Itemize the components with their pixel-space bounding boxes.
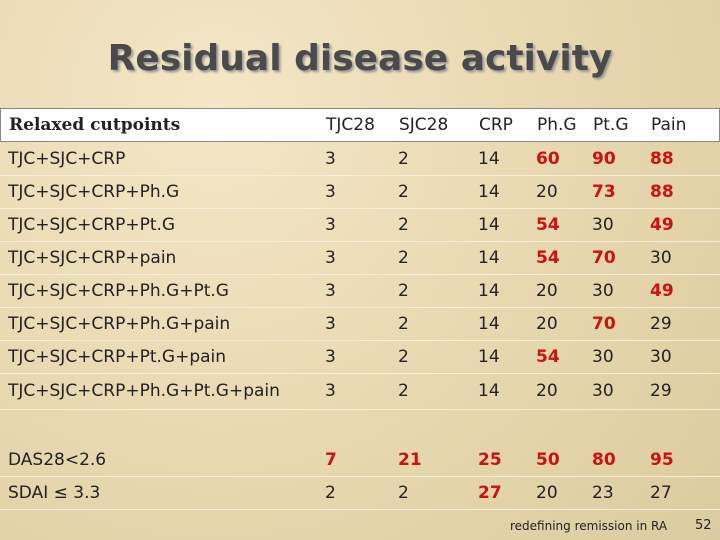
table-cell: 80 bbox=[592, 449, 616, 470]
table-cell: 7 bbox=[325, 449, 337, 470]
header-cell: TJC28 bbox=[326, 115, 375, 135]
table-cell: 3 bbox=[325, 346, 336, 367]
table-row: TJC+SJC+CRP+Ph.G+Pt.G 3 2 14 20 30 49 bbox=[0, 274, 720, 308]
table-cell: 3 bbox=[325, 381, 336, 401]
table-cell: 3 bbox=[325, 247, 336, 268]
table-row: TJC+SJC+CRP+Pt.G 3 2 14 54 30 49 bbox=[0, 208, 720, 242]
table-cell: 14 bbox=[478, 280, 500, 301]
table-cell: 30 bbox=[650, 247, 672, 268]
table-cell: 2 bbox=[398, 482, 409, 503]
table-cell: TJC+SJC+CRP+Ph.G+Pt.G bbox=[8, 280, 229, 301]
table-cell: 14 bbox=[478, 181, 500, 202]
table-cell: 54 bbox=[536, 346, 560, 367]
table-cell: 30 bbox=[592, 346, 614, 367]
table-cell: TJC+SJC+CRP+Ph.G bbox=[8, 181, 180, 202]
table-cell: 21 bbox=[398, 449, 422, 470]
footer-note: redefining remission in RA bbox=[510, 519, 668, 533]
table-cell: TJC+SJC+CRP+pain bbox=[8, 247, 177, 268]
table-cell: 2 bbox=[398, 247, 409, 268]
table-cell: 14 bbox=[478, 214, 500, 235]
table-cell: 14 bbox=[478, 346, 500, 367]
table-cell: 54 bbox=[536, 214, 560, 235]
table-cell: TJC+SJC+CRP+Pt.G bbox=[8, 214, 176, 235]
table-cell: 30 bbox=[650, 346, 672, 367]
table-cell: 49 bbox=[650, 214, 674, 235]
page-number: 52 bbox=[695, 518, 712, 533]
table-cell: 3 bbox=[325, 148, 336, 169]
table-cell: 2 bbox=[325, 482, 336, 503]
header-cell: Pain bbox=[651, 115, 687, 135]
table-row: TJC+SJC+CRP+Ph.G+Pt.G+pain 3 2 14 20 30 29 bbox=[0, 373, 720, 410]
table-cell: TJC+SJC+CRP+Ph.G+pain bbox=[8, 313, 231, 334]
table-cell: 25 bbox=[478, 449, 502, 470]
table-cell: 27 bbox=[650, 482, 672, 503]
table-cell: 70 bbox=[592, 247, 616, 268]
table-cell: TJC+SJC+CRP+Ph.G+Pt.G+pain bbox=[8, 381, 280, 401]
table-row: TJC+SJC+CRP 3 2 14 60 90 88 bbox=[0, 142, 720, 176]
table-cell: 20 bbox=[536, 381, 558, 401]
table-cell: 60 bbox=[536, 148, 560, 169]
slide-title: Residual disease activity bbox=[107, 38, 613, 79]
header-cell: CRP bbox=[479, 115, 513, 135]
table-cell: SDAI ≤ 3.3 bbox=[8, 482, 101, 503]
table-cell: 2 bbox=[398, 148, 409, 169]
table-row: TJC+SJC+CRP+Ph.G+pain 3 2 14 20 70 29 bbox=[0, 307, 720, 341]
table-cell: 2 bbox=[398, 181, 409, 202]
table-cell: TJC+SJC+CRP bbox=[8, 148, 126, 169]
table-cell: 2 bbox=[398, 381, 409, 401]
table-cell: 2 bbox=[398, 346, 409, 367]
table-cell: 3 bbox=[325, 313, 336, 334]
table-row: TJC+SJC+CRP+Ph.G 3 2 14 20 73 88 bbox=[0, 175, 720, 209]
table-cell: 3 bbox=[325, 181, 336, 202]
table-cell: 50 bbox=[536, 449, 560, 470]
table-cell: 27 bbox=[478, 482, 502, 503]
table-cell: 20 bbox=[536, 181, 558, 202]
table-cell: 29 bbox=[650, 313, 672, 334]
table-cell: 2 bbox=[398, 313, 409, 334]
table-cell: 49 bbox=[650, 280, 674, 301]
table-row: TJC+SJC+CRP+pain 3 2 14 54 70 30 bbox=[0, 241, 720, 275]
table-cell: 30 bbox=[592, 381, 614, 401]
table-cell: 29 bbox=[650, 381, 672, 401]
header-cell: Ph.G bbox=[537, 115, 577, 135]
table-cell: 95 bbox=[650, 449, 674, 470]
header-cell: SJC28 bbox=[399, 115, 449, 135]
table-row: TJC+SJC+CRP+Pt.G+pain 3 2 14 54 30 30 bbox=[0, 340, 720, 374]
table-cell: 30 bbox=[592, 214, 614, 235]
table-cell: 88 bbox=[650, 181, 674, 202]
table-cell: 14 bbox=[478, 148, 500, 169]
table-row: SDAI ≤ 3.3 2 2 27 20 23 27 bbox=[0, 476, 720, 510]
table-cell: 20 bbox=[536, 482, 558, 503]
header-cell: Relaxed cutpoints bbox=[9, 115, 181, 135]
table-cell: 14 bbox=[478, 247, 500, 268]
table-cell: 3 bbox=[325, 214, 336, 235]
header-cell: Pt.G bbox=[593, 115, 629, 135]
table-cell: TJC+SJC+CRP+Pt.G+pain bbox=[8, 346, 227, 367]
table-cell: 70 bbox=[592, 313, 616, 334]
table-cell: 90 bbox=[592, 148, 616, 169]
table-cell: 14 bbox=[478, 313, 500, 334]
table-cell: 14 bbox=[478, 381, 500, 401]
table-cell: 30 bbox=[592, 280, 614, 301]
table-cell: 23 bbox=[592, 482, 614, 503]
table-cell: 20 bbox=[536, 313, 558, 334]
table-cell: 54 bbox=[536, 247, 560, 268]
table-cell: 2 bbox=[398, 280, 409, 301]
table-row: DAS28<2.6 7 21 25 50 80 95 bbox=[0, 443, 720, 477]
table-cell: 2 bbox=[398, 214, 409, 235]
table-cell: 20 bbox=[536, 280, 558, 301]
table-cell: 3 bbox=[325, 280, 336, 301]
header-row: Relaxed cutpoints TJC28 SJC28 CRP Ph.G Pt.G Pa… bbox=[0, 108, 720, 142]
table-cell: DAS28<2.6 bbox=[8, 449, 107, 470]
table-cell: 73 bbox=[592, 181, 616, 202]
table-cell: 88 bbox=[650, 148, 674, 169]
